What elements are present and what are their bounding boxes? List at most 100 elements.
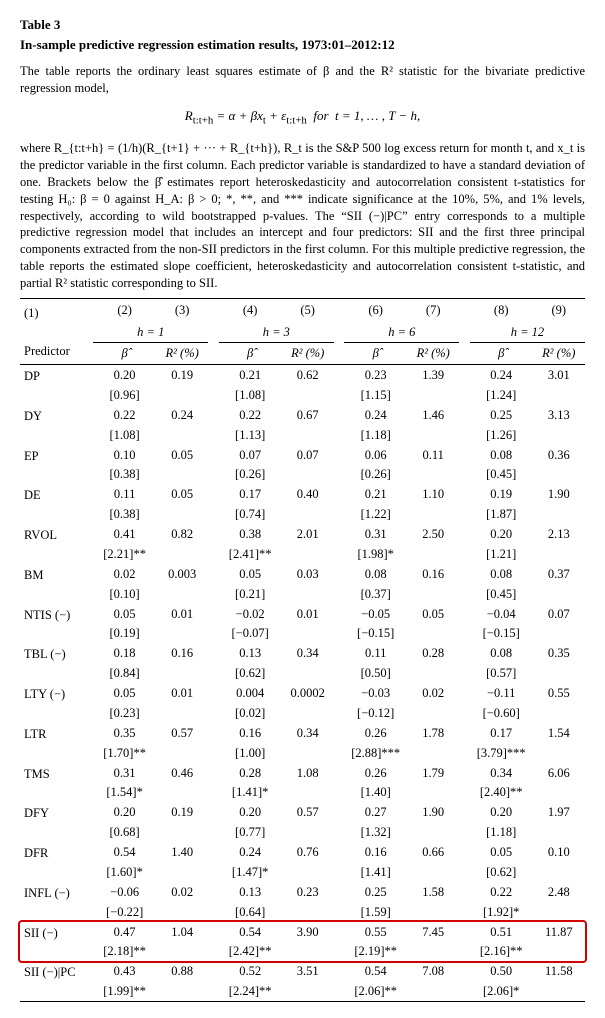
tstat-cell — [533, 704, 585, 723]
tstat-cell: [2.06]* — [470, 982, 533, 1001]
tstat-cell — [156, 863, 208, 882]
table-row-tstat: [0.19][−0.07][−0.15][−0.15] — [20, 624, 585, 643]
beta-cell: 0.20 — [470, 524, 533, 545]
tstat-cell: [−0.07] — [219, 624, 282, 643]
tstat-cell — [156, 744, 208, 763]
beta-cell — [459, 961, 469, 982]
r2-cell: 0.01 — [156, 604, 208, 625]
tstat-cell — [282, 664, 334, 683]
beta-cell: 0.11 — [93, 484, 156, 505]
beta-header-2: β̂ — [219, 342, 282, 364]
tstat-cell: [−0.15] — [470, 624, 533, 643]
r2-cell: 0.16 — [156, 643, 208, 664]
tstat-cell: [1.08] — [93, 426, 156, 445]
beta-cell — [459, 484, 469, 505]
table-row: EP0.100.050.070.070.060.110.080.36 — [20, 445, 585, 466]
tstat-cell: [2.19]** — [344, 942, 407, 961]
beta-cell: 0.16 — [344, 842, 407, 863]
tstat-cell — [282, 744, 334, 763]
beta-cell: 0.18 — [93, 643, 156, 664]
beta-cell: 0.24 — [344, 405, 407, 426]
r2-cell: 0.24 — [156, 405, 208, 426]
empty-cell — [20, 783, 93, 802]
beta-cell — [334, 643, 344, 664]
r2-cell: 0.0002 — [282, 683, 334, 704]
beta-cell: 0.13 — [219, 882, 282, 903]
col-num-row: (1) (2) (3) (4) (5) (6) (7) (8) (9) — [20, 298, 585, 322]
r2-cell: 0.05 — [156, 445, 208, 466]
predictor-cell: DE — [20, 484, 93, 505]
beta-cell — [208, 961, 218, 982]
tstat-cell — [459, 545, 469, 564]
tstat-cell — [459, 744, 469, 763]
tstat-cell: [0.74] — [219, 505, 282, 524]
table-row-tstat: [0.68][0.77][1.32][1.18] — [20, 823, 585, 842]
tstat-cell — [282, 704, 334, 723]
tstat-cell — [208, 426, 218, 445]
tstat-cell — [156, 465, 208, 484]
beta-cell — [334, 484, 344, 505]
tstat-cell — [533, 744, 585, 763]
tstat-cell: [−0.60] — [470, 704, 533, 723]
table-row: DP0.200.190.210.620.231.390.243.01 — [20, 365, 585, 386]
tstat-cell: [2.18]** — [93, 942, 156, 961]
r2-cell: 1.10 — [407, 484, 459, 505]
table-row: DFY0.200.190.200.570.271.900.201.97 — [20, 802, 585, 823]
beta-cell — [459, 802, 469, 823]
tstat-cell — [533, 465, 585, 484]
empty-cell — [20, 545, 93, 564]
beta-cell — [208, 763, 218, 784]
beta-cell — [334, 842, 344, 863]
tstat-cell — [334, 624, 344, 643]
h-row: h = 1 h = 3 h = 6 h = 12 — [20, 323, 585, 342]
r2-cell: 3.90 — [282, 922, 334, 943]
table-row-tstat: [0.38][0.26][0.26][0.45] — [20, 465, 585, 484]
beta-cell — [208, 842, 218, 863]
beta-cell: 0.22 — [219, 405, 282, 426]
tstat-cell: [0.50] — [344, 664, 407, 683]
tstat-cell: [1.70]** — [93, 744, 156, 763]
r2-cell: 0.66 — [407, 842, 459, 863]
tstat-cell — [208, 585, 218, 604]
r2-cell: 0.34 — [282, 643, 334, 664]
r2-cell: 2.13 — [533, 524, 585, 545]
beta-cell — [459, 723, 469, 744]
empty-cell — [20, 386, 93, 405]
empty-cell — [20, 664, 93, 683]
table-wrapper: (1) (2) (3) (4) (5) (6) (7) (8) (9) h = … — [20, 298, 585, 1002]
tstat-cell: [1.15] — [344, 386, 407, 405]
tstat-cell — [208, 823, 218, 842]
beta-cell: 0.02 — [93, 564, 156, 585]
beta-cell — [459, 763, 469, 784]
beta-cell — [334, 405, 344, 426]
tstat-cell: [1.08] — [219, 386, 282, 405]
tstat-cell — [208, 903, 218, 922]
r2-header-4: R² (%) — [533, 342, 585, 364]
colnum-3: (3) — [156, 298, 208, 322]
predictor-header: Predictor — [20, 342, 93, 364]
beta-cell: 0.26 — [344, 723, 407, 744]
beta-cell — [334, 604, 344, 625]
beta-cell: −0.02 — [219, 604, 282, 625]
beta-cell — [334, 723, 344, 744]
beta-cell: 0.20 — [219, 802, 282, 823]
r2-cell: 0.35 — [533, 643, 585, 664]
r2-cell: 0.57 — [282, 802, 334, 823]
beta-cell — [459, 922, 469, 943]
r2-cell: 0.03 — [282, 564, 334, 585]
r2-cell: 2.01 — [282, 524, 334, 545]
empty-cell — [20, 823, 93, 842]
table-row: DY0.220.240.220.670.241.460.253.13 — [20, 405, 585, 426]
tstat-cell — [533, 426, 585, 445]
beta-cell: 0.20 — [93, 365, 156, 386]
tstat-cell — [334, 783, 344, 802]
beta-cell: 0.16 — [219, 723, 282, 744]
r2-header-3: R² (%) — [407, 342, 459, 364]
tstat-cell — [334, 744, 344, 763]
tstat-cell — [533, 982, 585, 1001]
empty-cell — [20, 982, 93, 1001]
r2-cell: 0.07 — [282, 445, 334, 466]
table-row-tstat: [0.84][0.62][0.50][0.57] — [20, 664, 585, 683]
predictor-cell: DY — [20, 405, 93, 426]
r2-cell: 0.36 — [533, 445, 585, 466]
